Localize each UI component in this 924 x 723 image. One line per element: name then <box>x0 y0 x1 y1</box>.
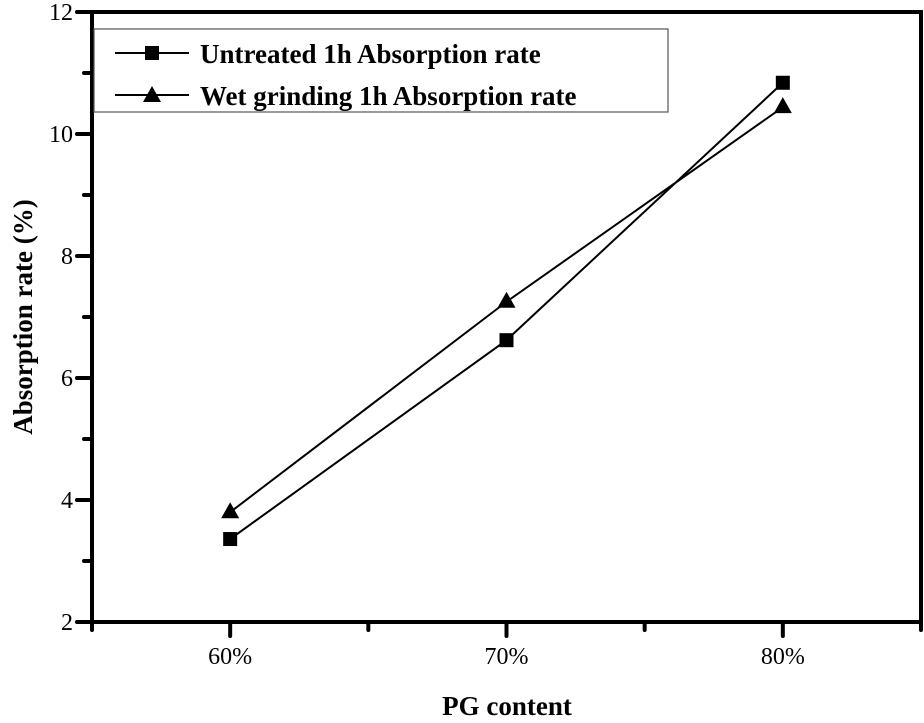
data-point-triangle <box>773 97 792 114</box>
y-axis-title: Absorption rate (%) <box>8 199 38 434</box>
y-tick-label: 4 <box>61 488 73 514</box>
data-point-square <box>223 532 238 547</box>
series-untreated <box>223 75 790 547</box>
x-tick-label: 60% <box>208 644 252 670</box>
axis-ticks <box>75 10 923 638</box>
plot-frame <box>90 10 923 624</box>
legend-item-wet-grinding: Wet grinding 1h Absorption rate <box>115 81 577 111</box>
series-layer <box>221 75 792 547</box>
legend: Untreated 1h Absorption rate Wet grindin… <box>93 28 669 113</box>
data-point-square <box>775 75 790 90</box>
x-tick-label: 70% <box>485 644 529 670</box>
series-wet-grinding <box>221 97 792 519</box>
x-tick-label: 80% <box>761 644 805 670</box>
y-tick-label: 2 <box>61 610 73 636</box>
series-line <box>229 82 784 540</box>
y-tick-label: 10 <box>49 122 73 148</box>
legend-label-untreated: Untreated 1h Absorption rate <box>200 39 541 69</box>
data-point-triangle <box>497 291 516 308</box>
x-axis-title: PG content <box>442 691 572 721</box>
square-marker-icon <box>145 46 159 60</box>
triangle-marker-icon <box>143 86 161 102</box>
axis-tick-labels: 2 4 6 8 10 12 60% 70% 80% <box>49 0 805 670</box>
legend-item-untreated: Untreated 1h Absorption rate <box>115 39 541 69</box>
y-tick-label: 12 <box>49 0 73 26</box>
legend-label-wet-grinding: Wet grinding 1h Absorption rate <box>200 81 577 111</box>
series-line <box>229 106 784 513</box>
legend-box <box>93 28 669 113</box>
y-tick-label: 6 <box>61 366 73 392</box>
y-tick-label: 8 <box>61 244 73 270</box>
data-point-triangle <box>221 502 240 519</box>
data-point-square <box>499 333 514 348</box>
